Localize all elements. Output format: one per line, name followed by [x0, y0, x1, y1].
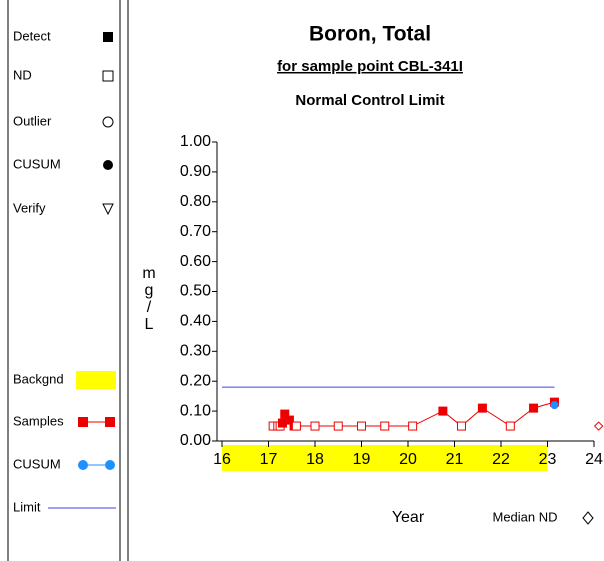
legend-symbol: [105, 417, 115, 427]
median-nd-symbol: [582, 511, 594, 525]
x-tick-label: 23: [539, 451, 557, 468]
legend-label: Backgnd: [13, 371, 64, 386]
y-tick-label: 1.00: [180, 133, 211, 150]
nd-point: [333, 421, 343, 431]
cusum-point: [550, 401, 559, 410]
chart-subtitle: for sample point CBL-341I: [277, 58, 463, 75]
x-tick-label: 24: [585, 451, 603, 468]
nd-point: [291, 421, 301, 431]
nd-point: [310, 421, 320, 431]
y-tick-label: 0.90: [180, 163, 211, 180]
legend-label: Samples: [13, 413, 64, 428]
chart-title: Boron, Total: [309, 23, 431, 46]
legend-symbol: [103, 32, 113, 42]
legend-label: Limit: [13, 499, 41, 514]
legend-symbol: [78, 460, 88, 470]
x-tick-label: 22: [492, 451, 510, 468]
legend-label: Outlier: [13, 113, 52, 128]
legend-label: CUSUM: [13, 456, 61, 471]
y-tick-label: 0.80: [180, 193, 211, 210]
y-tick-label: 0.10: [180, 402, 211, 419]
detect-point: [529, 403, 539, 413]
nd-point: [505, 421, 515, 431]
x-axis-label: Year: [392, 509, 425, 526]
legend-symbol: [78, 417, 88, 427]
legend-symbol: [103, 160, 113, 170]
x-tick-label: 18: [306, 451, 324, 468]
nd-point: [380, 421, 390, 431]
y-axis-label: mg/L: [141, 265, 158, 333]
legend-symbol: [105, 460, 115, 470]
nd-point: [408, 421, 418, 431]
y-tick-label: 0.00: [180, 432, 211, 449]
x-tick-label: 16: [213, 451, 231, 468]
y-tick-label: 0.70: [180, 223, 211, 240]
legend-symbol: [102, 116, 114, 128]
detect-point: [438, 406, 448, 416]
y-tick-label: 0.60: [180, 253, 211, 270]
legend-label: ND: [13, 67, 32, 82]
legend-symbol: [102, 70, 114, 82]
y-tick-label: 0.20: [180, 372, 211, 389]
y-tick-label: 0.40: [180, 313, 211, 330]
legend-label: Verify: [13, 200, 46, 215]
nd-point: [456, 421, 466, 431]
y-tick-label: 0.30: [180, 343, 211, 360]
x-tick-label: 21: [446, 451, 464, 468]
detect-point: [477, 403, 487, 413]
x-tick-label: 17: [260, 451, 278, 468]
background-band: [222, 445, 548, 471]
nd-point: [357, 421, 366, 431]
detect-point: [280, 409, 290, 419]
legend-swatch: [76, 371, 116, 389]
legend-symbol: [102, 203, 114, 216]
detect-point: [284, 415, 294, 425]
y-tick-label: 0.50: [180, 283, 211, 300]
limit-title: Normal Control Limit: [295, 92, 444, 109]
median-nd-point: [593, 421, 604, 431]
x-tick-label: 19: [353, 451, 371, 468]
x-tick-label: 20: [399, 451, 417, 468]
legend-label: CUSUM: [13, 156, 61, 171]
median-nd-label: Median ND: [492, 509, 557, 524]
legend-label: Detect: [13, 28, 51, 43]
